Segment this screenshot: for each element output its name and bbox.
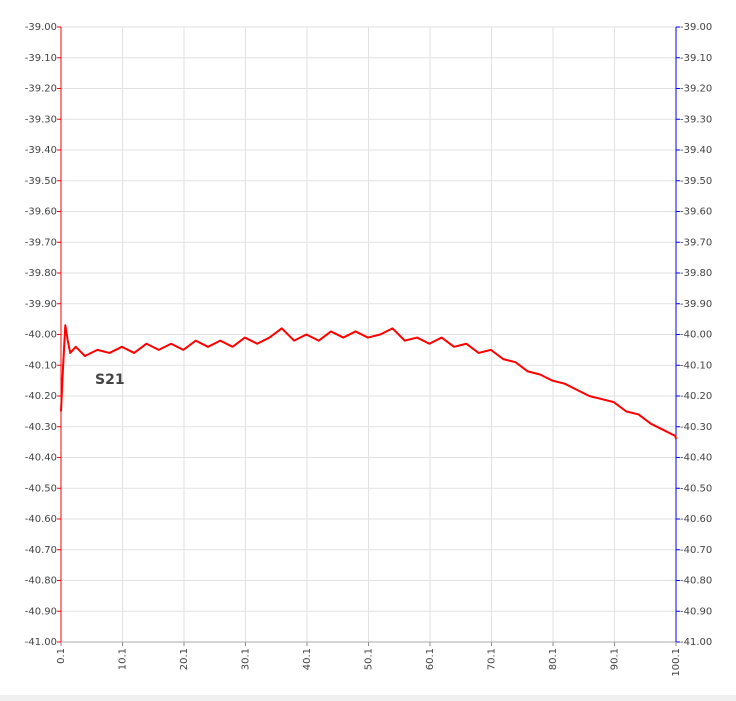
y-tick-label: -39.10 (25, 53, 57, 64)
y2-tick-label: -40.50 (680, 483, 712, 494)
y2-tick-label: -40.20 (680, 391, 712, 402)
y2-tick-label: -39.60 (680, 207, 712, 218)
x-tick-label: 30.1 (241, 648, 252, 670)
x-tick-label: 20.1 (179, 648, 190, 670)
y-tick-label: -40.80 (25, 576, 57, 587)
y2-tick-label: -39.50 (680, 176, 712, 187)
bottom-strip (0, 695, 736, 701)
y-tick-label: -40.10 (25, 360, 57, 371)
y-tick-label: -40.00 (25, 330, 57, 341)
y2-tick-label: -39.30 (680, 114, 712, 125)
y-tick-label: -40.90 (25, 606, 57, 617)
y-tick-label: -39.30 (25, 114, 57, 125)
y2-tick-label: -40.30 (680, 422, 712, 433)
y-tick-label: -40.50 (25, 483, 57, 494)
y-tick-label: -41.00 (25, 637, 57, 648)
y-tick-label: -40.30 (25, 422, 57, 433)
y2-tick-label: -39.00 (680, 22, 712, 33)
x-tick-label: 90.1 (610, 648, 621, 670)
y2-tick-label: -39.90 (680, 299, 712, 310)
y2-tick-label: -39.70 (680, 237, 712, 248)
y-tick-label: -40.70 (25, 545, 57, 556)
x-tick-label: 0.1 (56, 648, 67, 664)
y-tick-label: -39.90 (25, 299, 57, 310)
x-tick-label: 80.1 (548, 648, 559, 670)
x-tick-label: 10.1 (118, 648, 129, 670)
x-tick-label: 40.1 (302, 648, 313, 670)
x-tick-label: 60.1 (425, 648, 436, 670)
y2-tick-label: -39.40 (680, 145, 712, 156)
y-tick-label: -39.40 (25, 145, 57, 156)
y-tick-label: -39.60 (25, 207, 57, 218)
y2-tick-label: -41.00 (680, 637, 712, 648)
y-tick-label: -39.20 (25, 84, 57, 95)
y2-tick-label: -40.00 (680, 330, 712, 341)
y2-tick-label: -40.90 (680, 606, 712, 617)
y2-tick-label: -39.80 (680, 268, 712, 279)
y2-tick-label: -39.20 (680, 84, 712, 95)
y-tick-label: -40.60 (25, 514, 57, 525)
y2-tick-label: -40.70 (680, 545, 712, 556)
y-tick-label: -40.20 (25, 391, 57, 402)
y-tick-label: -40.40 (25, 453, 57, 464)
y-tick-label: -39.70 (25, 237, 57, 248)
y-tick-label: -39.80 (25, 268, 57, 279)
y-tick-label: -39.00 (25, 22, 57, 33)
series-label: S21 (95, 372, 125, 388)
y2-tick-label: -40.40 (680, 453, 712, 464)
y2-tick-label: -40.80 (680, 576, 712, 587)
series-line (60, 324, 677, 440)
x-tick-label: 100.1 (671, 648, 682, 677)
y2-tick-label: -40.10 (680, 360, 712, 371)
y-tick-label: -39.50 (25, 176, 57, 187)
x-tick-label: 50.1 (364, 648, 375, 670)
y2-tick-label: -40.60 (680, 514, 712, 525)
y2-tick-label: -39.10 (680, 53, 712, 64)
x-tick-label: 70.1 (487, 648, 498, 670)
